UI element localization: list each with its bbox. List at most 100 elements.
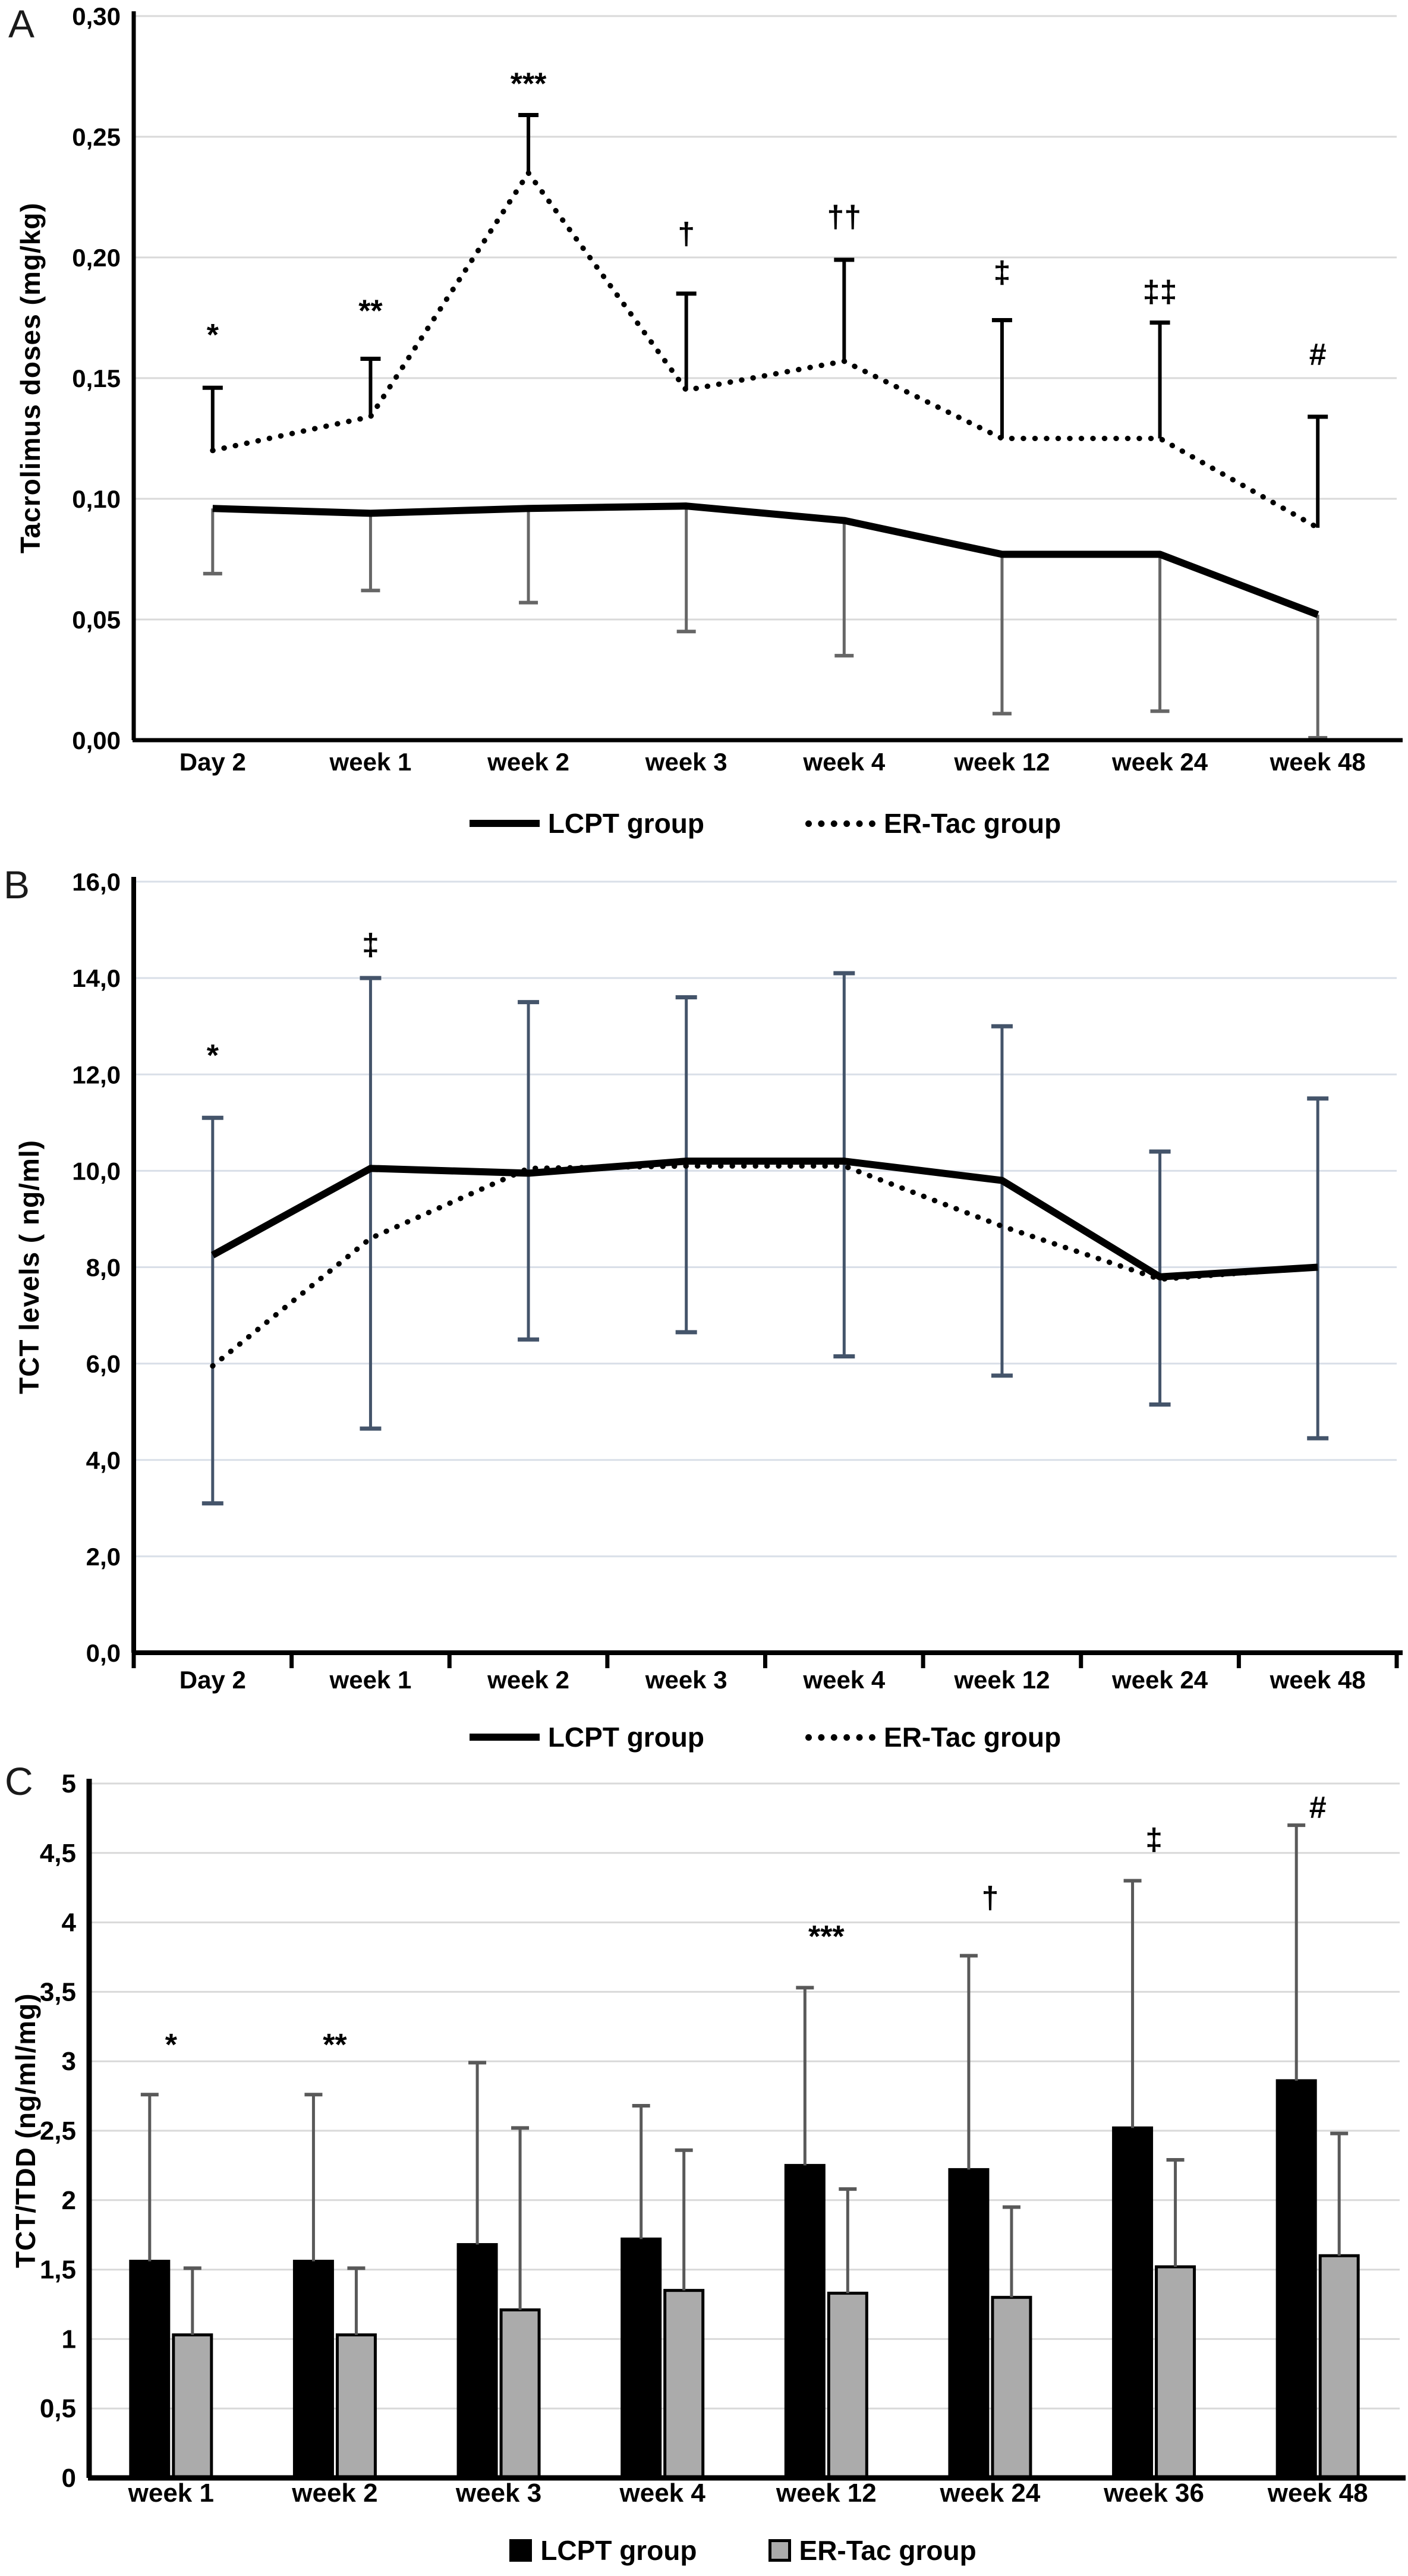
lcpt-bar [1275, 2079, 1317, 2480]
x-tick-label: week 24 [940, 2479, 1041, 2508]
lcpt-bar [292, 2260, 334, 2480]
y-tick-label: 0,25 [72, 123, 121, 151]
y-tick-label: 2,5 [40, 2116, 76, 2146]
x-tick-label: Day 2 [179, 748, 246, 776]
ertac-bar [172, 2333, 213, 2480]
panel-b-legend: LCPT group ER-Tac group [134, 1713, 1397, 1761]
x-tick-label: week 24 [1111, 748, 1208, 776]
y-tick-label: 0,20 [72, 244, 121, 272]
x-tick-label: week 4 [802, 748, 885, 776]
legend-item-ertac: ER-Tac group [805, 807, 1061, 839]
significance-annotation: *** [808, 1920, 845, 1954]
x-tick-label: week 4 [619, 2479, 706, 2508]
y-tick-label: 16,0 [72, 868, 121, 896]
y-tick-label: 0,30 [72, 2, 121, 30]
ertac-line [210, 1163, 1321, 1369]
panel-c-y-axis-title: TCT/TDD (ng/ml/mg) [10, 1993, 41, 2269]
x-tick-label: week 4 [802, 1666, 885, 1694]
lcpt-line [212, 502, 1319, 618]
dotted-line-sample-icon [805, 1734, 876, 1741]
legend-label-lcpt: LCPT group [547, 1722, 705, 1753]
significance-annotation: ‡ [1145, 1822, 1163, 1857]
significance-annotation: # [1309, 337, 1327, 372]
significance-annotation: * [165, 2028, 178, 2062]
solid-line-sample-icon [469, 820, 540, 827]
legend-item-ertac: ER-Tac group [768, 2534, 977, 2566]
significance-annotation: †† [827, 200, 861, 234]
y-tick-label: 5 [62, 1769, 76, 1798]
panel-c-legend: LCPT group ER-Tac group [89, 2527, 1397, 2574]
ertac-bar [827, 2291, 868, 2480]
lcpt-bar [456, 2243, 498, 2480]
legend-label-ertac: ER-Tac group [884, 1722, 1061, 1753]
lcpt-bar [948, 2168, 990, 2480]
x-tick-label: week 3 [645, 748, 727, 776]
ertac-bar [335, 2333, 377, 2480]
ertac-bar [663, 2289, 705, 2480]
y-tick-label: 2,0 [86, 1543, 121, 1571]
legend-label-ertac: ER-Tac group [799, 2535, 977, 2566]
lcpt-line [210, 1158, 1318, 1281]
x-tick-label: week 3 [455, 2479, 541, 2508]
x-tick-label: week 48 [1270, 1666, 1366, 1694]
y-tick-label: 4,0 [86, 1446, 121, 1474]
panel-a-y-axis-title: Tacrolimus doses (mg/kg) [15, 202, 46, 554]
panel-c: C TCT/TDD (ng/ml/mg) 0 0,5 1 1,5 2 2,5 3 3,5 4 4,… [0, 1754, 1408, 2576]
y-tick-label: 6,0 [86, 1350, 121, 1378]
dotted-line-sample-icon [805, 820, 876, 827]
x-tick-label: week 12 [776, 2479, 877, 2508]
solid-line-sample-icon [469, 1734, 540, 1741]
x-tick-label: week 1 [128, 2479, 214, 2508]
panel-a: A Tacrolimus doses (mg/kg) 0,00 0,05 0,10 0… [0, 0, 1408, 862]
y-tick-label: 10,0 [72, 1157, 121, 1185]
y-tick-label: 1 [62, 2325, 76, 2354]
y-tick-label: 4 [62, 1908, 77, 1937]
y-tick-label: 8,0 [86, 1254, 121, 1282]
ertac-line [210, 170, 1321, 531]
black-square-sample-icon [509, 2539, 533, 2562]
legend-item-lcpt: LCPT group [469, 807, 705, 839]
x-tick-label: week 1 [329, 1666, 412, 1694]
x-tick-label: week 2 [487, 748, 569, 776]
x-tick-label: week 2 [291, 2479, 377, 2508]
y-tick-label: 3 [62, 2047, 76, 2076]
x-tick-label: week 48 [1267, 2479, 1368, 2508]
significance-annotation: * [207, 318, 219, 353]
panel-b-chart: 0,0 2,0 4,0 6,0 8,0 10,0 12,0 14,0 16,0 Day 2 week… [72, 868, 1403, 1694]
significance-annotation: ** [323, 2028, 347, 2062]
y-tick-label: 1,5 [40, 2256, 76, 2285]
lcpt-bar [784, 2163, 826, 2480]
y-tick-label: 0 [62, 2464, 76, 2493]
legend-label-lcpt: LCPT group [547, 808, 705, 839]
x-tick-label: week 1 [329, 748, 412, 776]
x-tick-label: week 48 [1270, 748, 1366, 776]
significance-annotation: *** [511, 67, 547, 102]
x-tick-label: week 24 [1111, 1666, 1208, 1694]
y-tick-label: 12,0 [72, 1061, 121, 1089]
x-tick-label: week 3 [645, 1666, 727, 1694]
ertac-bar [991, 2295, 1032, 2480]
significance-annotation: # [1309, 1791, 1327, 1825]
x-tick-label: Day 2 [179, 1666, 246, 1694]
ertac-bar [1155, 2265, 1196, 2480]
lcpt-bar [1112, 2126, 1154, 2480]
significance-annotation: ‡ [362, 927, 379, 962]
panel-a-letter: A [8, 2, 35, 46]
x-tick-label: week 12 [953, 1666, 1050, 1694]
panel-a-legend: LCPT group ER-Tac group [134, 800, 1397, 847]
legend-item-lcpt: LCPT group [509, 2534, 697, 2566]
x-tick-label: week 2 [487, 1666, 569, 1694]
legend-item-ertac: ER-Tac group [805, 1721, 1061, 1753]
lcpt-bar [129, 2260, 171, 2480]
y-tick-label: 0,05 [72, 606, 121, 634]
significance-annotation: * [207, 1039, 219, 1073]
panel-c-chart: 0 0,5 1 1,5 2 2,5 3 3,5 4 4,5 5 week 1 week 2 week 3 w… [40, 1769, 1406, 2508]
significance-annotation: † [981, 1881, 998, 1916]
y-tick-label: 4,5 [40, 1839, 76, 1868]
ertac-bar [499, 2308, 541, 2480]
x-tick-label: week 12 [953, 748, 1050, 776]
significance-annotation: ‡‡ [1143, 275, 1177, 309]
significance-annotation: † [678, 216, 695, 251]
y-tick-label: 2 [62, 2186, 76, 2215]
